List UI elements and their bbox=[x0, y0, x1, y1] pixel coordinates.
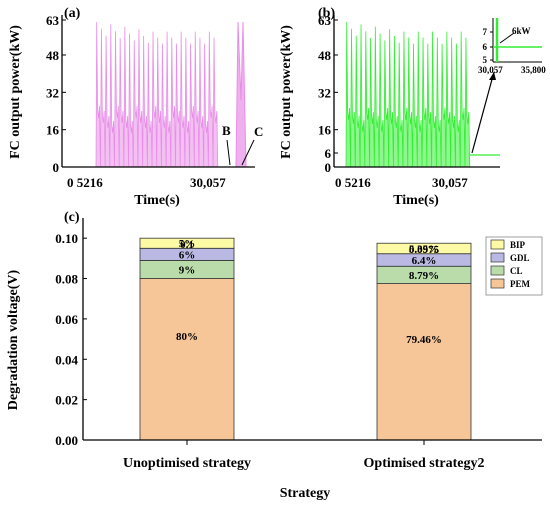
inset-ytick-6: 6 bbox=[483, 42, 488, 52]
ytick-label: 0.00 bbox=[55, 433, 78, 448]
power-trace-path bbox=[95, 21, 219, 168]
panel-a-y-label: FC output power(kW) bbox=[8, 25, 23, 159]
panel-b-y-ticks: 06 16 32 48 63 bbox=[318, 13, 338, 175]
bar-label-pem: 79.46% bbox=[406, 334, 442, 346]
ytick-label: 16 bbox=[46, 123, 60, 138]
legend-swatch-pem bbox=[490, 278, 505, 289]
legend-label-bip: BIP bbox=[510, 240, 526, 250]
panel-c-x-label: Strategy bbox=[280, 486, 331, 501]
panel-b-x-label: Time(s) bbox=[393, 193, 439, 208]
panel-c-x-ticks: Unoptimised strategy Optimised strategy2 bbox=[123, 440, 484, 471]
ytick-label: 0.02 bbox=[55, 393, 78, 408]
panel-b-label: (b) bbox=[318, 6, 335, 21]
power-trace-path bbox=[345, 21, 471, 168]
bar-label-bip: 5% bbox=[179, 238, 196, 250]
panel-b-xtick-start: 0 5216 bbox=[335, 175, 371, 190]
ytick-label: 0.06 bbox=[55, 312, 78, 327]
ytick-label: 32 bbox=[318, 85, 331, 100]
inset-annotation-6kw: 6kW bbox=[512, 26, 531, 36]
panel-a-label: (a) bbox=[64, 6, 81, 21]
panel-a: (a) 0 16 32 48 63 0 5216 30,057 Time(s) FC o… bbox=[8, 6, 263, 208]
zoom-arrow bbox=[471, 71, 495, 154]
panel-a-y-ticks: 0 16 32 48 63 bbox=[46, 13, 66, 175]
inset-ytick-5: 5 bbox=[483, 55, 488, 65]
ytick-label: 0 bbox=[325, 160, 332, 175]
ytick-label: 6 bbox=[325, 146, 332, 161]
legend: BIP GDL CL PEM bbox=[485, 236, 543, 296]
panel-a-arrow-b bbox=[226, 139, 231, 166]
ytick-label: 0.04 bbox=[55, 352, 78, 367]
bar-total-label: 0.0975 bbox=[409, 244, 440, 256]
xtick-label: Unoptimised strategy bbox=[123, 456, 251, 471]
panel-c-y-ticks: 0.00 0.02 0.04 0.06 0.08 0.10 bbox=[55, 231, 87, 448]
panel-b-xtick-end: 30,057 bbox=[432, 175, 468, 190]
bar-segment-bip bbox=[139, 237, 235, 249]
panel-b-inset: 7 6 5 30,057 35,800 6kW bbox=[478, 18, 546, 75]
panel-a-power-trace bbox=[95, 21, 247, 168]
ytick-label: 0.10 bbox=[55, 231, 78, 246]
xtick-label: Optimised strategy2 bbox=[364, 456, 485, 471]
legend-label-cl: CL bbox=[510, 266, 523, 276]
panel-b-y-label: FC output power(kW) bbox=[279, 25, 294, 159]
inset-ytick-7: 7 bbox=[483, 27, 488, 37]
inset-annotation-arrow bbox=[499, 32, 515, 44]
bar-segment-pem bbox=[139, 278, 235, 441]
panel-a-xtick-end: 30,057 bbox=[190, 175, 226, 190]
ytick-label: 32 bbox=[46, 85, 59, 100]
bar-total-label: 0.1 bbox=[180, 239, 194, 251]
ytick-label: 0.08 bbox=[55, 272, 78, 287]
inset-xtick-end: 35,800 bbox=[521, 65, 546, 75]
ytick-label: 16 bbox=[318, 123, 332, 138]
panel-c: (c) 80% 9% 6%5%0.1 79.46% 8.79% 6.4%5.35%0.09… bbox=[6, 210, 543, 501]
panel-a-arrow-c bbox=[241, 139, 255, 166]
ytick-label: 48 bbox=[46, 48, 60, 63]
ytick-label: 63 bbox=[46, 13, 60, 28]
ytick-label: 48 bbox=[318, 48, 332, 63]
bar-segment-pem bbox=[376, 283, 472, 441]
legend-swatch-gdl bbox=[490, 252, 505, 263]
legend-label-pem: PEM bbox=[510, 279, 531, 289]
panel-a-annotation-c: C bbox=[254, 124, 263, 139]
power-trace-final-spikes bbox=[235, 21, 247, 168]
bar-label-gdl: 6.4% bbox=[412, 255, 437, 267]
panel-c-label: (c) bbox=[64, 210, 80, 225]
inset-xtick-start: 30,057 bbox=[478, 65, 503, 75]
panel-c-y-label: Degradation voltage(V) bbox=[6, 269, 21, 410]
panel-a-xtick-start: 0 5216 bbox=[67, 175, 103, 190]
legend-swatch-bip bbox=[490, 239, 505, 250]
bar-label-bip: 5.35% bbox=[409, 243, 439, 255]
bar-label-cl: 8.79% bbox=[409, 270, 439, 282]
legend-swatch-cl bbox=[490, 265, 505, 276]
bar-label-cl: 9% bbox=[179, 264, 196, 276]
bar-label-gdl: 6% bbox=[179, 249, 196, 261]
ytick-label: 63 bbox=[318, 13, 332, 28]
panel-a-x-label: Time(s) bbox=[134, 193, 180, 208]
bar-segment-bip bbox=[376, 242, 472, 255]
bar-label-pem: 80% bbox=[176, 331, 198, 343]
panel-c-bars: 80% 9% 6%5%0.1 79.46% 8.79% 6.4%5.35%0.0975 bbox=[139, 237, 472, 441]
panel-b-power-trace bbox=[345, 21, 471, 168]
ytick-label: 0 bbox=[53, 160, 60, 175]
legend-label-gdl: GDL bbox=[510, 253, 530, 263]
panel-a-annotation-b: B bbox=[222, 123, 231, 138]
zoom-arrow-head bbox=[489, 72, 496, 80]
